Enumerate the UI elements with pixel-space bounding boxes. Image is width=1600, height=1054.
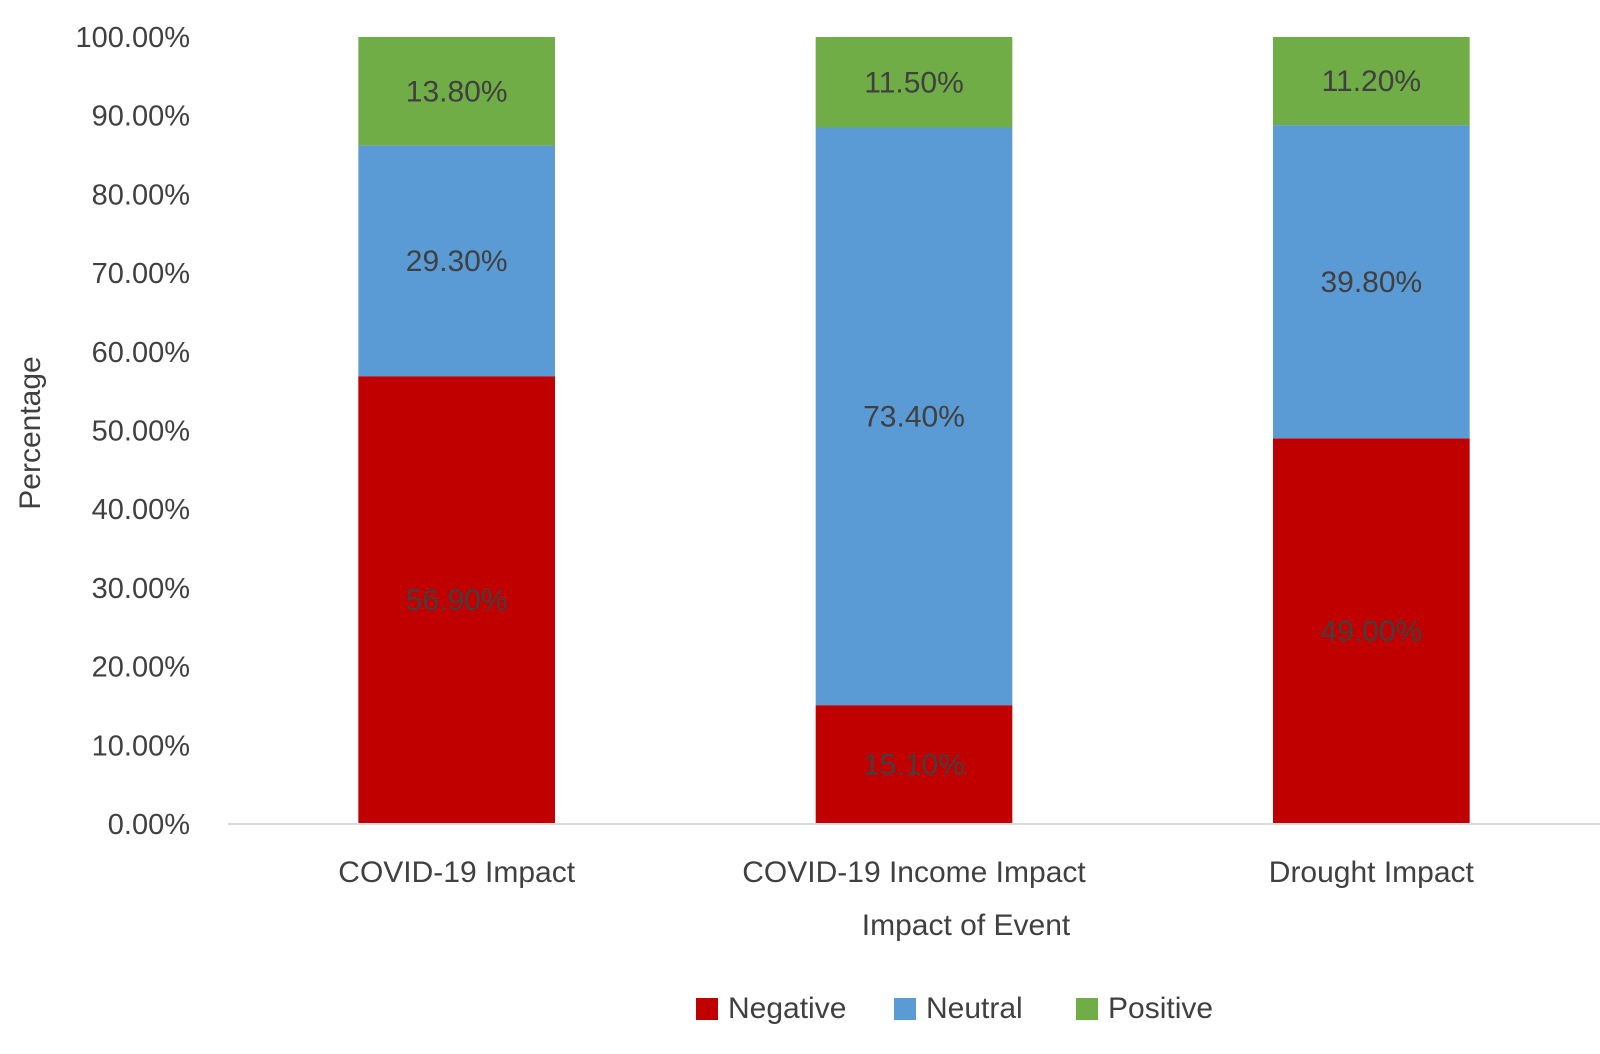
data-label: 15.10%	[863, 749, 965, 782]
bar-segment-neutral	[1273, 125, 1470, 439]
y-axis-title-group: Percentage	[14, 356, 47, 509]
bar-segment-negative	[815, 705, 1013, 824]
legend-swatch-neutral	[894, 998, 916, 1020]
y-tick-label: 0.00%	[108, 809, 190, 841]
category-label: COVID-19 Impact	[338, 856, 575, 889]
data-label: 49.00%	[1320, 615, 1422, 648]
category-label: Drought Impact	[1269, 856, 1475, 889]
y-axis-ticks: 0.00% 10.00% 20.00% 30.00% 40.00% 50.00% 60.00…	[76, 22, 191, 841]
data-label: 39.80%	[1320, 266, 1422, 299]
legend: Negative Neutral Positive	[696, 992, 1213, 1025]
y-axis-title: Percentage	[14, 356, 47, 509]
legend-swatch-negative	[696, 998, 718, 1020]
bar-segment-positive	[815, 37, 1013, 128]
bar-segment-neutral	[815, 127, 1013, 706]
y-tick-label: 80.00%	[92, 179, 190, 211]
y-tick-label: 70.00%	[92, 258, 190, 290]
bar-segment-neutral	[358, 145, 555, 377]
y-tick-label: 50.00%	[92, 416, 190, 448]
y-tick-label: 20.00%	[92, 652, 190, 684]
data-label: 73.40%	[863, 400, 965, 433]
y-tick-label: 90.00%	[92, 101, 190, 133]
x-axis-title: Impact of Event	[862, 909, 1071, 942]
bar-segment-negative	[358, 376, 555, 824]
y-tick-label: 40.00%	[92, 494, 190, 526]
y-tick-label: 100.00%	[76, 22, 191, 54]
y-tick-label: 10.00%	[92, 730, 190, 762]
data-label: 29.30%	[406, 245, 508, 278]
data-label: 11.50%	[864, 66, 964, 99]
bar-segment-positive	[1273, 37, 1470, 126]
y-tick-label: 60.00%	[92, 337, 190, 369]
data-label: 56.90%	[406, 584, 508, 617]
data-label: 11.20%	[1322, 65, 1422, 98]
category-labels: COVID-19 Impact COVID-19 Income Impact Dro…	[338, 856, 1474, 889]
legend-swatch-positive	[1076, 998, 1098, 1020]
bars-group: 56.90% 29.30% 13.80% 15.10% 73.40% 11.50% 49.0…	[358, 37, 1470, 824]
bar-segment-positive	[358, 37, 555, 146]
y-tick-label: 30.00%	[92, 573, 190, 605]
data-label: 13.80%	[406, 75, 508, 108]
bar-segment-negative	[1273, 438, 1470, 824]
legend-label-positive: Positive	[1108, 992, 1213, 1025]
category-label: COVID-19 Income Impact	[742, 856, 1086, 889]
legend-label-neutral: Neutral	[926, 992, 1023, 1025]
legend-label-negative: Negative	[728, 992, 846, 1025]
